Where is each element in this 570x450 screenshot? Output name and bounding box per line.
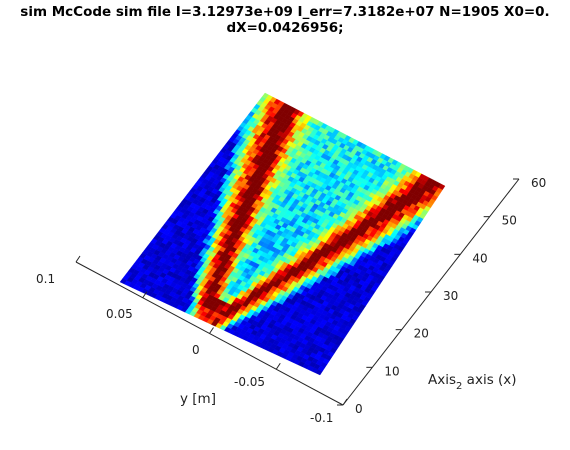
chart-title-line-1: sim McCode sim file I=3.12973e+09 I_err=… xyxy=(20,4,549,20)
y-tick-mark xyxy=(75,255,81,263)
x-axis-label: Axis2 axis (x) xyxy=(428,372,517,392)
chart-title-line-2: dX=0.0426956; xyxy=(226,20,343,36)
x-axis-label-subscript: 2 xyxy=(456,381,462,392)
y-tick-label: 0.05 xyxy=(106,307,133,321)
y-axis-label: y [m] xyxy=(180,391,216,407)
y-tick-label: -0.1 xyxy=(310,411,333,425)
heatmap-surface xyxy=(119,92,446,376)
x-tick-label: 0 xyxy=(355,402,363,416)
x-tick-label: 50 xyxy=(502,214,517,228)
y-tick-mark xyxy=(275,362,281,370)
y-tick-label: -0.05 xyxy=(234,375,265,389)
x-tick-label: 30 xyxy=(443,289,458,303)
x-tick-label: 10 xyxy=(384,364,399,378)
x-axis-ticks: 0 10 20 30 40 50 60 xyxy=(337,176,546,416)
x-axis-label-main: Axis xyxy=(428,372,456,388)
x-axis-label-rest: axis (x) xyxy=(462,372,516,388)
y-tick-label: 0.1 xyxy=(36,272,55,286)
y-axis-ticks: 0.1 0.05 0 -0.05 -0.1 xyxy=(36,255,348,425)
x-tick-label: 40 xyxy=(472,251,487,265)
y-tick-mark xyxy=(142,291,148,299)
y-tick-mark xyxy=(209,327,214,334)
heatmap-cell xyxy=(438,183,446,190)
x-tick-label: 20 xyxy=(414,327,429,341)
y-tick-label: 0 xyxy=(192,343,200,357)
x-tick-label: 60 xyxy=(531,176,546,190)
